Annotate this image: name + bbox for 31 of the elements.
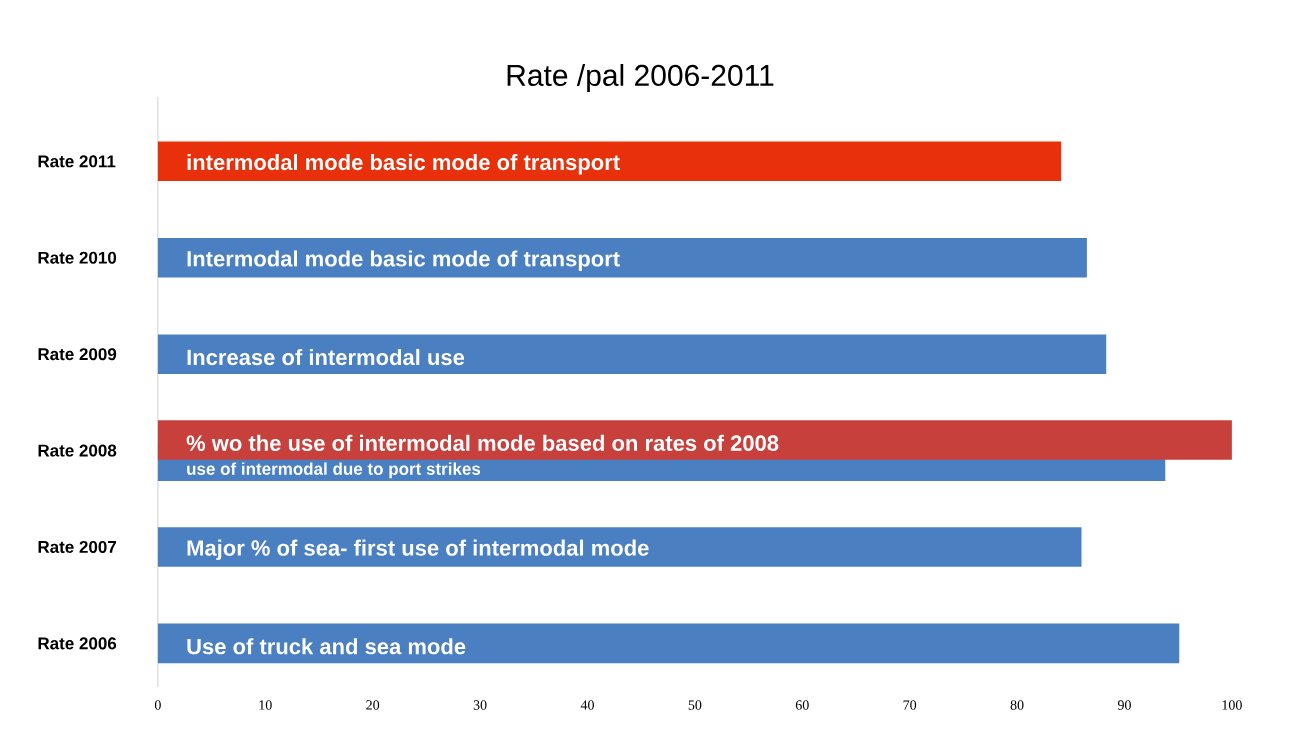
x-tick-label: 60 [795,700,809,710]
bar [157,237,1087,278]
data-label: use of intermodal due to port strikes [187,462,481,479]
y-tick-label: Rate 2011 [38,155,116,168]
data-label: Major % of sea- first use of intermodal mode [187,539,649,561]
data-label: Increase of intermodal use [187,348,465,366]
x-tick-label: 20 [366,700,380,710]
x-tick-label: 10 [259,700,272,710]
data-label: intermodal mode basic mode of transport [187,153,620,175]
chart-title: Rate /pal 2006-2011 [507,64,774,92]
x-tick-label: 30 [473,700,487,710]
x-tick-label: 80 [1010,700,1024,710]
bar [157,527,1082,567]
y-tick-label: Rate 2009 [38,348,117,361]
x-tick-label: 50 [688,700,702,710]
bar [157,141,1062,182]
data-label: % wo the use of intermodal mode based on rates of 2008 [186,434,779,451]
y-tick-label: Rate 2010 [38,251,117,264]
x-tick-label: 100 [1222,700,1242,710]
y-tick-label: Rate 2007 [38,540,117,553]
bar [157,420,1232,460]
x-tick-label: 40 [580,700,594,710]
y-tick-label: Rate 2008 [38,444,117,457]
bar [157,623,1180,664]
x-tick-label: 0 [154,700,161,710]
bar [157,334,1107,374]
x-tick-label: 90 [1117,700,1131,710]
data-label: Use of truck and sea mode [187,638,466,655]
y-tick-label: Rate 2006 [38,637,117,650]
x-tick-label: 70 [903,700,917,710]
data-label: Intermodal mode basic mode of transport [187,250,620,271]
